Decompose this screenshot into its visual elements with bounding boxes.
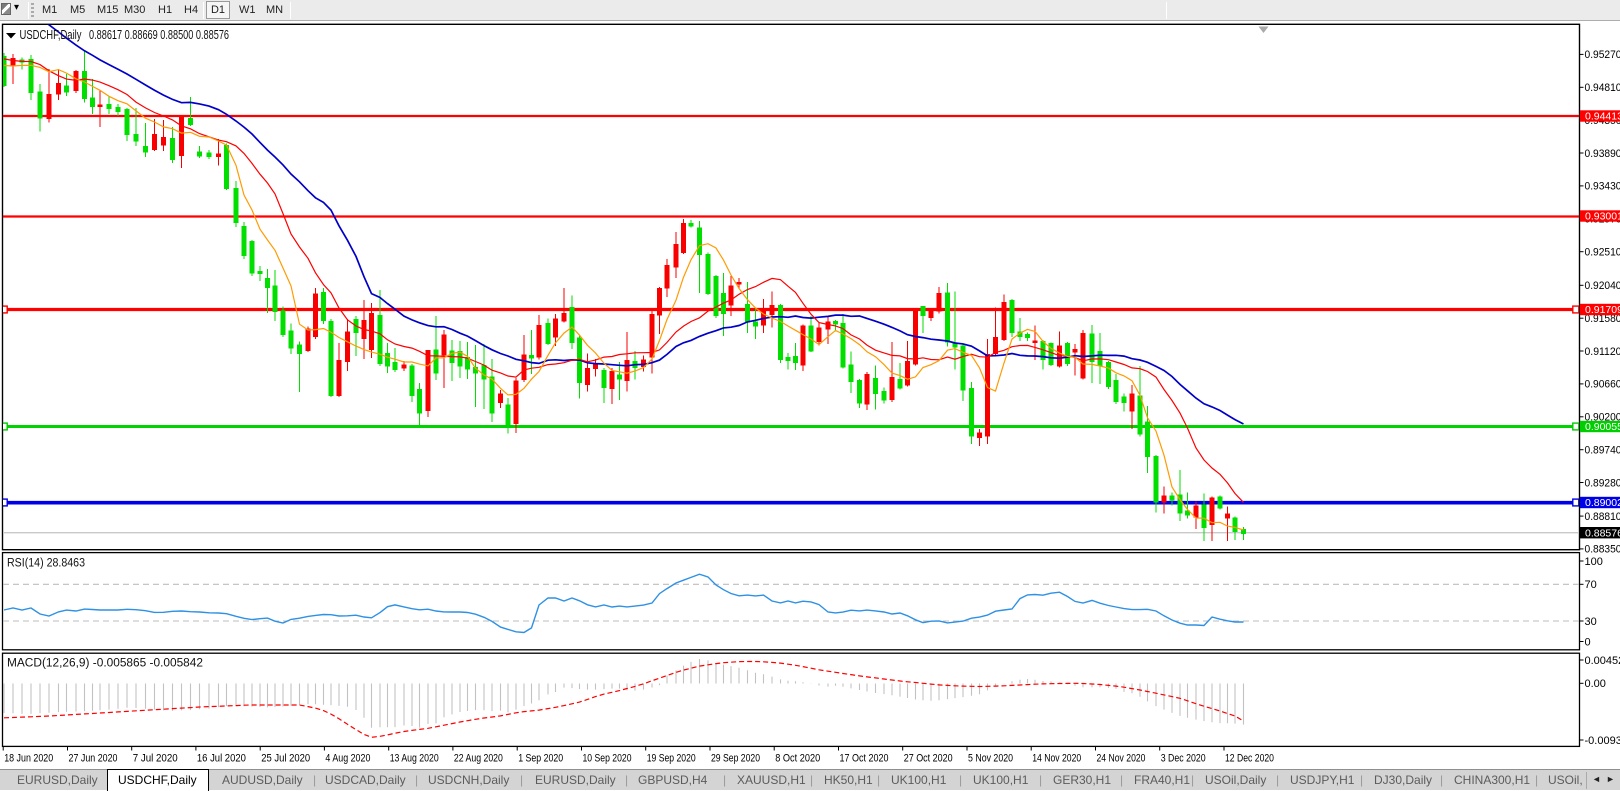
svg-text:0.94810: 0.94810 bbox=[1585, 82, 1620, 94]
svg-text:0.91709: 0.91709 bbox=[1585, 304, 1620, 316]
svg-text:0.93890: 0.93890 bbox=[1585, 148, 1620, 160]
svg-text:25 Jul 2020: 25 Jul 2020 bbox=[261, 753, 310, 765]
svg-text:MACD(12,26,9) -0.005865 -0.005: MACD(12,26,9) -0.005865 -0.005842 bbox=[7, 658, 203, 670]
svg-text:0.90660: 0.90660 bbox=[1585, 379, 1620, 391]
svg-text:7 Jul 2020: 7 Jul 2020 bbox=[133, 753, 178, 765]
svg-text:1 Sep 2020: 1 Sep 2020 bbox=[518, 753, 563, 765]
svg-text:0.89002: 0.89002 bbox=[1585, 497, 1620, 509]
svg-text:0.88576: 0.88576 bbox=[1585, 527, 1620, 539]
svg-text:0.89280: 0.89280 bbox=[1585, 477, 1620, 489]
svg-text:0.94413: 0.94413 bbox=[1585, 111, 1620, 123]
svg-text:100: 100 bbox=[1585, 556, 1603, 568]
svg-text:27 Jun 2020: 27 Jun 2020 bbox=[69, 753, 118, 765]
svg-text:12 Dec 2020: 12 Dec 2020 bbox=[1225, 753, 1274, 765]
svg-text:5 Nov 2020: 5 Nov 2020 bbox=[968, 753, 1013, 765]
svg-text:0.89740: 0.89740 bbox=[1585, 445, 1620, 457]
svg-text:14 Nov 2020: 14 Nov 2020 bbox=[1032, 753, 1081, 765]
svg-text:17 Oct 2020: 17 Oct 2020 bbox=[840, 753, 889, 765]
svg-text:16 Jul 2020: 16 Jul 2020 bbox=[197, 753, 246, 765]
svg-text:USDCHF,Daily: USDCHF,Daily bbox=[20, 28, 83, 42]
svg-text:0.88350: 0.88350 bbox=[1585, 544, 1620, 556]
svg-text:30: 30 bbox=[1585, 616, 1597, 628]
svg-text:29 Sep 2020: 29 Sep 2020 bbox=[711, 753, 760, 765]
svg-text:0.93430: 0.93430 bbox=[1585, 181, 1620, 193]
svg-text:0: 0 bbox=[1585, 636, 1591, 648]
svg-text:19 Sep 2020: 19 Sep 2020 bbox=[647, 753, 696, 765]
svg-text:0.92040: 0.92040 bbox=[1585, 280, 1620, 292]
svg-text:-0.009348: -0.009348 bbox=[1585, 735, 1620, 747]
svg-text:0.93001: 0.93001 bbox=[1585, 211, 1620, 223]
svg-text:10 Sep 2020: 10 Sep 2020 bbox=[583, 753, 632, 765]
svg-text:22 Aug 2020: 22 Aug 2020 bbox=[454, 753, 503, 765]
svg-text:27 Oct 2020: 27 Oct 2020 bbox=[904, 753, 953, 765]
svg-text:0.004527: 0.004527 bbox=[1585, 655, 1620, 667]
svg-text:24 Nov 2020: 24 Nov 2020 bbox=[1097, 753, 1146, 765]
svg-text:0.92510: 0.92510 bbox=[1585, 247, 1620, 259]
svg-text:0.88810: 0.88810 bbox=[1585, 511, 1620, 523]
svg-text:0.90055: 0.90055 bbox=[1585, 421, 1620, 433]
svg-text:70: 70 bbox=[1585, 579, 1597, 591]
svg-text:13 Aug 2020: 13 Aug 2020 bbox=[390, 753, 439, 765]
svg-text:0.91120: 0.91120 bbox=[1585, 346, 1620, 358]
svg-text:8 Oct 2020: 8 Oct 2020 bbox=[775, 753, 820, 765]
svg-text:4 Aug 2020: 4 Aug 2020 bbox=[325, 753, 370, 765]
svg-text:0.00: 0.00 bbox=[1585, 678, 1606, 690]
svg-text:RSI(14) 28.8463: RSI(14) 28.8463 bbox=[7, 558, 85, 570]
svg-text:0.88617 0.88669 0.88500 0.8857: 0.88617 0.88669 0.88500 0.88576 bbox=[89, 28, 229, 42]
svg-text:18 Jun 2020: 18 Jun 2020 bbox=[4, 753, 53, 765]
svg-text:3 Dec 2020: 3 Dec 2020 bbox=[1161, 753, 1206, 765]
svg-text:0.95270: 0.95270 bbox=[1585, 49, 1620, 61]
